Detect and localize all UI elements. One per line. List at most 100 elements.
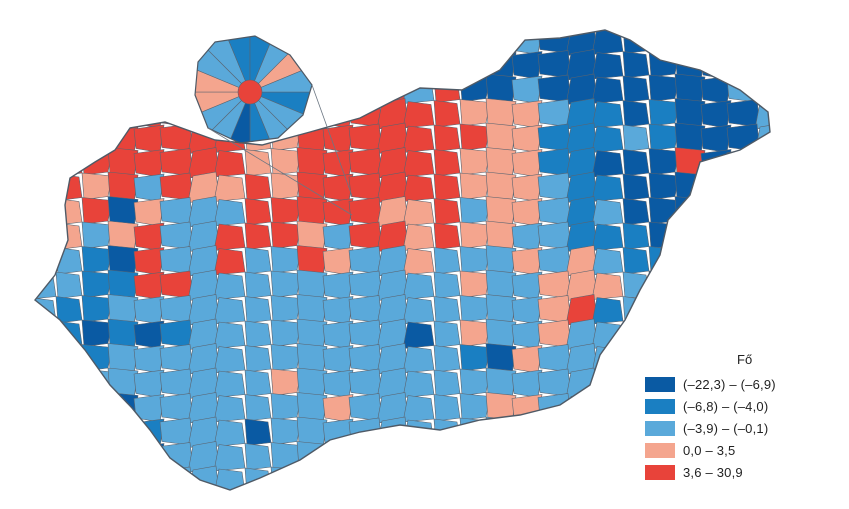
district-region [648, 99, 680, 127]
district-region [433, 345, 461, 373]
district-region [726, 74, 761, 103]
district-region [55, 222, 83, 250]
district-region [81, 221, 113, 249]
district-region [402, 395, 435, 423]
district-region [133, 247, 165, 276]
district-region [296, 30, 328, 56]
district-region [433, 30, 461, 54]
district-region [485, 441, 517, 473]
district-region [511, 320, 543, 349]
district-region [81, 30, 113, 53]
district-region [726, 50, 761, 79]
district-region [459, 50, 491, 78]
district-region [591, 76, 624, 104]
district-region [133, 124, 165, 153]
district-region [459, 466, 491, 490]
district-region [133, 222, 165, 251]
district-region [648, 295, 680, 323]
district-region [700, 320, 732, 349]
district-region [433, 394, 461, 422]
district-region [348, 99, 383, 128]
district-region [591, 125, 624, 153]
district-region [322, 173, 354, 202]
district-region [270, 221, 302, 249]
district-region [622, 247, 650, 275]
district-region [35, 30, 57, 55]
district-region [511, 198, 543, 227]
district-region [485, 465, 517, 490]
district-region [674, 245, 706, 277]
district-region [511, 443, 543, 472]
district-region [55, 124, 83, 152]
district-region [459, 221, 491, 249]
district-region [402, 468, 435, 490]
legend-title: Fő [737, 352, 753, 367]
district-region [35, 419, 57, 447]
district-region [322, 75, 354, 104]
district-region [402, 76, 435, 104]
district-region [537, 442, 572, 471]
district-region [133, 296, 165, 325]
district-region [55, 75, 83, 103]
district-region [726, 319, 761, 348]
district-region [348, 393, 383, 422]
district-region [55, 345, 83, 373]
district-region [402, 444, 435, 472]
district-region [376, 441, 409, 473]
district-region [213, 150, 246, 178]
district-region [591, 101, 624, 129]
district-region [35, 248, 57, 276]
district-region [35, 395, 57, 423]
district-region [322, 467, 354, 490]
district-region [754, 220, 770, 252]
district-region [754, 73, 770, 105]
district-region [648, 30, 680, 53]
district-region [81, 74, 113, 102]
district-region [133, 75, 165, 104]
legend-label: 3,6 – 30,9 [683, 464, 743, 480]
district-region [700, 296, 732, 325]
district-region [244, 394, 272, 422]
district-region [159, 221, 194, 250]
district-region [674, 294, 706, 326]
district-region [348, 319, 383, 348]
district-region [348, 442, 383, 471]
district-region [700, 100, 732, 129]
district-region [270, 417, 302, 445]
country-outline [34, 29, 771, 491]
district-region [726, 221, 761, 250]
district-region [107, 465, 139, 490]
district-region [511, 222, 543, 251]
district-region [348, 466, 383, 490]
district-region [348, 221, 383, 250]
district-region [622, 271, 650, 299]
district-region [213, 297, 246, 325]
district-region [244, 173, 272, 201]
district-region [35, 150, 57, 178]
district-region [622, 51, 650, 79]
district-region [55, 320, 83, 348]
district-region [700, 222, 732, 251]
district-region [591, 297, 624, 325]
district-region [133, 345, 165, 374]
district-region [700, 30, 732, 55]
district-region [622, 320, 650, 348]
district-region [55, 198, 83, 226]
district-region [322, 247, 354, 276]
district-region [459, 319, 491, 347]
district-region [133, 394, 165, 423]
district-region [270, 270, 302, 298]
legend-item: 3,6 – 30,9 [645, 461, 845, 483]
legend-swatch [645, 442, 675, 458]
district-region [700, 271, 732, 300]
district-region [433, 173, 461, 201]
district-region [726, 99, 761, 128]
legend-label: (–22,3) – (–6,9) [683, 376, 776, 392]
legend-item: (–3,9) – (–0,1) [645, 417, 845, 439]
district-region [459, 197, 491, 225]
district-region [591, 248, 624, 276]
district-region [402, 370, 435, 398]
district-region [459, 393, 491, 421]
district-region [459, 30, 491, 53]
